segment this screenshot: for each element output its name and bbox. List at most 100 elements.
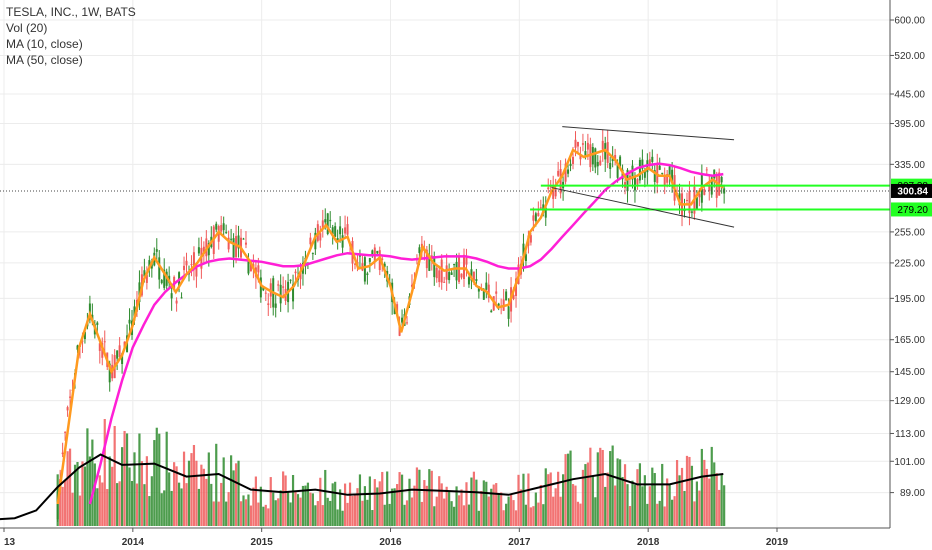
volume-bar [591,476,594,526]
volume-bar [306,482,310,526]
time-axis[interactable]: 13 2014 2015 2016 2017 2018 2019 [0,527,890,548]
volume-bar [519,489,523,526]
candle-body [465,257,468,265]
volume-bar [61,486,64,526]
candle-body [557,170,560,176]
candle-body [490,310,493,313]
candle-body [467,277,470,285]
volume-bar [502,510,505,526]
volume-bar [547,474,550,526]
candle-body [180,297,183,299]
candle-body [158,257,161,280]
candle-body [487,284,490,298]
volume-bar [165,431,168,526]
volume-bar [212,501,215,526]
volume-bar [723,485,726,526]
volume-bar [309,492,312,526]
candle-body [703,188,706,195]
volume-bar [195,460,198,526]
candle-body [690,211,693,213]
volume-bar [445,486,448,526]
candle-body [363,257,366,282]
candle-body [450,272,453,275]
volume-bar [420,501,423,526]
candle-body [331,227,334,235]
volume-bar [66,451,69,526]
volume-bar [435,496,438,526]
volume-bar [59,480,62,526]
volume-bar [460,489,463,526]
volume-bar [91,439,94,526]
candle-body [148,260,151,268]
volume-bar [559,496,562,526]
price-axis[interactable]: 600.00 520.00 445.00 395.00 335.00 255.00 225.… [889,0,932,528]
volume-bar [73,464,77,526]
volume-legend[interactable]: Vol (20) [6,21,48,35]
candle-body [289,279,292,281]
volume-bar [242,495,245,526]
volume-bar [346,502,349,526]
candle-body [249,263,252,272]
candle-body [581,143,584,145]
candle-body [143,270,146,277]
volume-bar [247,494,250,526]
volume-bar [264,504,267,526]
volume-bar [64,479,67,526]
volume-bar [299,497,302,526]
volume-bar [93,463,96,526]
volume-bar [277,498,280,526]
candle-body [638,159,641,181]
candle-body [628,175,631,178]
candle-body [549,186,552,188]
candle-body [671,169,674,183]
volume-bar [135,483,139,526]
volume-bar [671,499,674,526]
volume-bar [695,481,698,526]
volume-bar [512,500,515,526]
candle-body [220,225,223,232]
volume-bar [651,467,654,526]
candle-body [433,256,436,278]
indicator-lines [0,126,890,521]
volume-bar [222,457,225,526]
price-tick-label: 165.00 [894,335,925,346]
ma10-legend[interactable]: MA (10, close) [6,37,83,51]
candle-body [61,452,64,455]
volume-bar [296,494,300,526]
candle-body [495,291,498,294]
volume-bar [440,483,443,526]
indicator-legend: TESLA, INC., 1W, BATS Vol (20) MA (10, c… [6,4,136,68]
volume-bar [487,496,490,526]
candle-body [586,142,589,150]
candle-body [455,261,458,281]
candle-body [329,219,332,222]
volume-bar [158,433,161,526]
volume-bar [495,483,498,526]
candle-body [576,141,579,147]
volume-bar [566,453,570,526]
candle-body [435,267,438,279]
volume-bar [408,478,411,526]
volume-bar [252,487,255,526]
ma50-legend[interactable]: MA (50, close) [6,53,83,67]
volume-bar [351,495,354,526]
volume-bar [589,447,592,526]
volume-bar [321,505,324,526]
volume-bar [319,477,322,526]
symbol-title[interactable]: TESLA, INC., 1W, BATS [6,5,136,19]
volume-bar [557,471,560,526]
candle-body [472,271,475,281]
candle-body [170,293,173,299]
volume-bar [163,490,166,526]
candle-body [175,300,178,304]
candle-body [279,284,282,304]
candle-body [552,186,555,199]
volume-bar [606,472,609,526]
volume-bar [143,484,146,526]
candle-body [277,284,280,286]
ma10-line [56,148,725,505]
candle-body [477,286,480,292]
volume-bar [579,503,582,526]
candle-body [76,345,79,350]
